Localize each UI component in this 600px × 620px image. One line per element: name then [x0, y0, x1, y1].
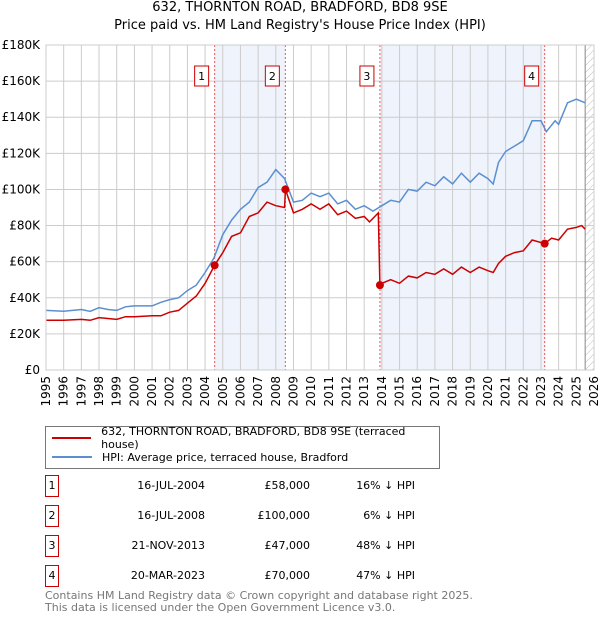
legend-item-hpi: HPI: Average price, terraced house, Brad…	[52, 448, 348, 466]
x-tick-label: 2013	[357, 376, 371, 407]
y-tick-label: £140K	[2, 110, 42, 124]
shaded-period	[379, 45, 545, 370]
x-tick-label: 2022	[516, 376, 530, 407]
y-tick-label: £20K	[9, 327, 41, 341]
transaction-number: 3	[45, 535, 59, 557]
legend-swatch	[52, 437, 92, 439]
x-tick-label: 2011	[322, 376, 336, 407]
x-tick-label: 2017	[428, 376, 442, 407]
x-tick-label: 2005	[216, 376, 230, 407]
transaction-hpi: 6% ↓ HPI	[363, 509, 415, 522]
y-tick-label: £160K	[2, 74, 42, 88]
sale-marker-label: 4	[528, 70, 535, 83]
sale-point	[210, 261, 219, 270]
series-line	[46, 189, 586, 322]
x-tick-label: 2006	[233, 376, 247, 407]
x-tick-label: 2014	[375, 376, 389, 407]
forecast-hatch	[585, 45, 594, 370]
x-tick-label: 2009	[286, 376, 300, 407]
sale-marker-box	[264, 65, 280, 87]
legend-swatch	[52, 456, 92, 458]
transaction-date: 16-JUL-2008	[137, 509, 205, 522]
x-tick-label: 1999	[110, 376, 124, 407]
x-tick-label: 2015	[393, 376, 407, 407]
x-tick-label: 2018	[446, 376, 460, 407]
y-tick-label: £180K	[2, 38, 42, 52]
x-tick-label: 1998	[92, 376, 106, 407]
sale-marker-label: 1	[198, 70, 205, 83]
footer-licence: This data is licensed under the Open Gov…	[45, 601, 396, 614]
sale-point	[281, 185, 290, 194]
transaction-price: £70,000	[264, 569, 311, 582]
chart-title: 632, THORNTON ROAD, BRADFORD, BD8 9SE	[152, 0, 448, 15]
x-tick-label: 2003	[180, 376, 194, 407]
x-tick-label: 1996	[57, 376, 71, 407]
x-tick-label: 2026	[587, 376, 600, 407]
x-tick-label: 2025	[569, 376, 583, 407]
transaction-number: 4	[45, 565, 59, 587]
transaction-number: 2	[45, 505, 59, 527]
x-tick-label: 2001	[145, 376, 159, 407]
transaction-date: 20-MAR-2023	[130, 569, 205, 582]
legend-item-property: 632, THORNTON ROAD, BRADFORD, BD8 9SE (t…	[52, 425, 439, 451]
x-tick-label: 2021	[499, 376, 513, 407]
footer-copyright: Contains HM Land Registry data © Crown c…	[45, 589, 473, 602]
transaction-price: £100,000	[257, 509, 311, 522]
transaction-date: 21-NOV-2013	[131, 539, 205, 552]
transaction-date: 16-JUL-2004	[137, 479, 205, 492]
x-tick-label: 2016	[410, 376, 424, 407]
x-tick-label: 2004	[198, 376, 212, 407]
x-tick-label: 2000	[127, 376, 141, 407]
transaction-number: 1	[45, 475, 59, 497]
sale-marker-box	[359, 65, 375, 87]
y-tick-label: £100K	[2, 182, 42, 196]
y-tick-label: £40K	[9, 291, 41, 305]
plot-area: 1995 1996 1997 1998 1999 2000 2001 2002 2003 2004…	[2, 38, 600, 407]
x-tick-label: 2024	[552, 376, 566, 407]
legend: 632, THORNTON ROAD, BRADFORD, BD8 9SE (t…	[45, 425, 440, 469]
legend-label: 632, THORNTON ROAD, BRADFORD, BD8 9SE (t…	[101, 425, 406, 451]
sale-marker-box	[524, 65, 540, 87]
x-tick-label: 1997	[74, 376, 88, 407]
chart-subtitle: Price paid vs. HM Land Registry's House …	[114, 18, 486, 33]
transaction-hpi: 48% ↓ HPI	[356, 539, 415, 552]
y-tick-label: £0	[25, 363, 40, 377]
x-tick-label: 1995	[39, 376, 53, 407]
x-tick-label: 2020	[481, 376, 495, 407]
sale-marker-box	[194, 65, 210, 87]
shaded-period	[214, 45, 286, 370]
x-tick-label: 2012	[340, 376, 354, 407]
x-tick-label: 2019	[463, 376, 477, 407]
sale-marker-label: 2	[269, 70, 276, 83]
transaction-price: £47,000	[264, 539, 311, 552]
legend-label: HPI: Average price, terraced house, Brad…	[102, 450, 349, 464]
transaction-hpi: 16% ↓ HPI	[356, 479, 415, 492]
sale-point	[375, 281, 384, 290]
x-tick-label: 2007	[251, 376, 265, 407]
x-tick-label: 2002	[163, 376, 177, 407]
series-line	[45, 98, 586, 313]
y-tick-label: £120K	[2, 146, 42, 160]
x-tick-label: 2010	[304, 376, 318, 407]
sale-marker-label: 3	[363, 70, 370, 83]
plot-border	[45, 44, 595, 371]
transaction-price: £58,000	[264, 479, 311, 492]
sale-point	[540, 239, 549, 248]
y-tick-label: £60K	[9, 255, 41, 269]
y-tick-label: £80K	[9, 219, 41, 233]
x-tick-label: 2023	[534, 376, 548, 407]
transaction-hpi: 47% ↓ HPI	[356, 569, 415, 582]
x-tick-label: 2008	[269, 376, 283, 407]
